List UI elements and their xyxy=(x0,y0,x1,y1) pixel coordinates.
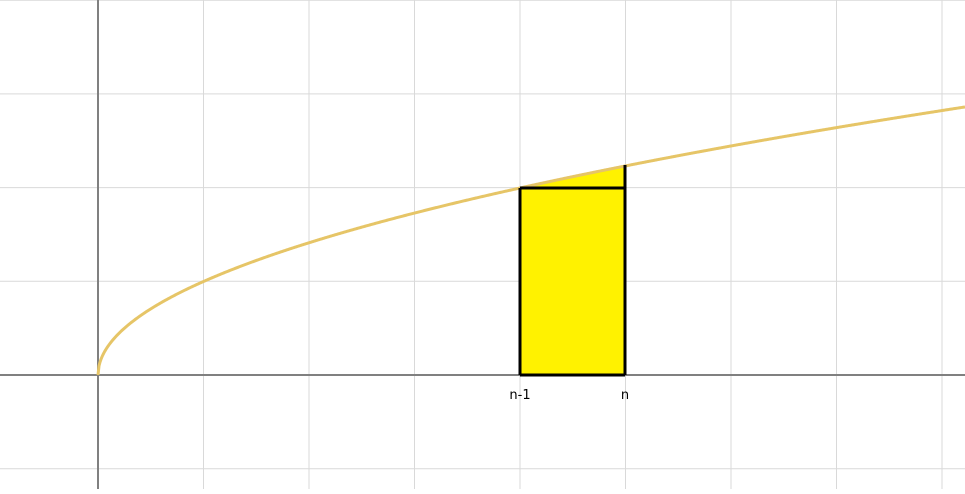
tick-label-n: n xyxy=(621,388,629,403)
sqrt-curve xyxy=(96,105,965,376)
rectangle-fill xyxy=(520,188,625,375)
rectangle-outline xyxy=(518,165,627,377)
tick-label-n-minus-1: n-1 xyxy=(509,388,530,403)
